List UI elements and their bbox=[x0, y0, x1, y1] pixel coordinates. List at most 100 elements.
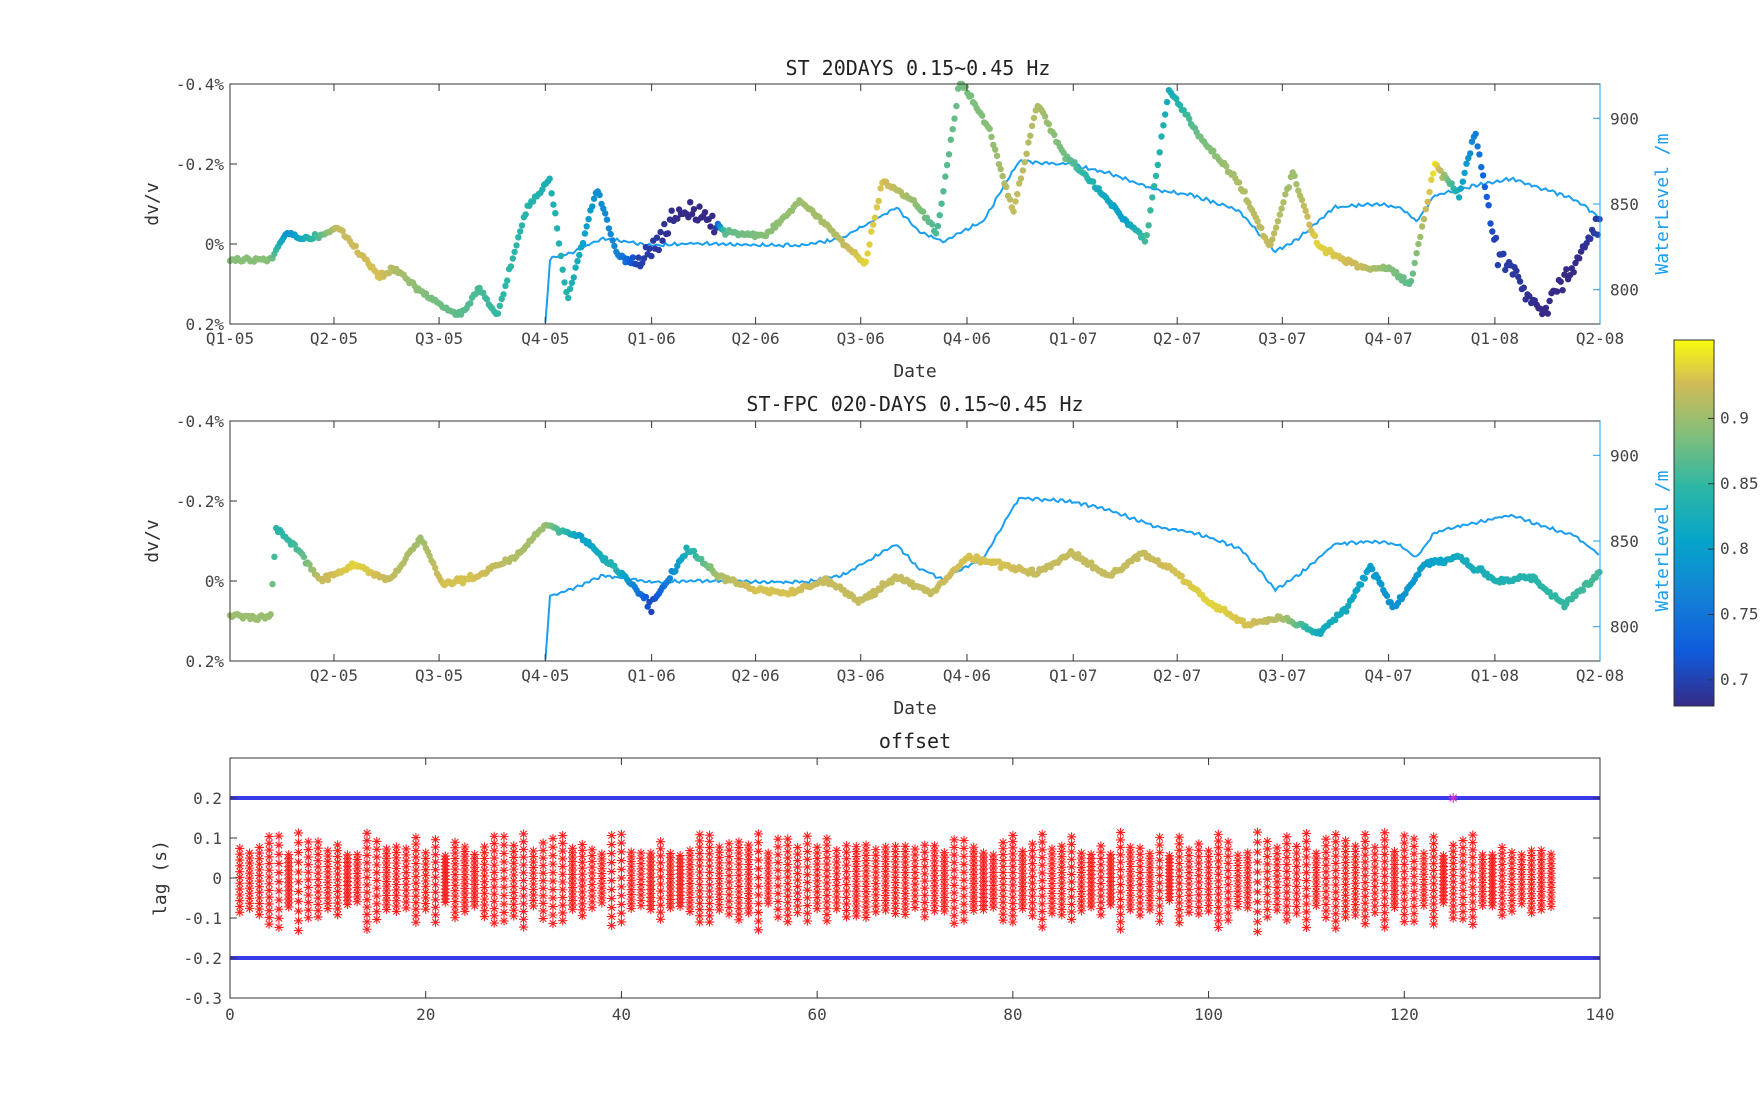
lag-point bbox=[577, 863, 587, 873]
lag-point bbox=[381, 881, 392, 891]
lag-point bbox=[1429, 919, 1439, 929]
lag-point bbox=[714, 852, 724, 863]
lag-point bbox=[274, 886, 284, 896]
lag-point bbox=[744, 869, 754, 879]
lag-point bbox=[881, 890, 891, 901]
lag-point bbox=[528, 851, 538, 862]
lag-point bbox=[1380, 871, 1390, 881]
lag-point bbox=[724, 896, 734, 906]
lag-point bbox=[783, 866, 793, 876]
lag-point bbox=[470, 849, 480, 860]
lag-point bbox=[1057, 889, 1067, 899]
lag-point bbox=[1321, 912, 1331, 923]
lag-point bbox=[724, 864, 734, 874]
lag-point bbox=[1458, 843, 1468, 853]
lag-point bbox=[832, 898, 842, 908]
lag-point bbox=[881, 905, 891, 915]
lag-point bbox=[1292, 861, 1302, 872]
lag-point bbox=[871, 873, 881, 883]
dvv-point bbox=[1311, 232, 1319, 239]
dvv-point bbox=[1272, 224, 1280, 231]
lag-point bbox=[900, 873, 910, 883]
lag-point bbox=[1360, 857, 1370, 867]
lag-point bbox=[724, 851, 734, 862]
lag-point bbox=[910, 844, 920, 854]
lag-point bbox=[1458, 857, 1468, 867]
lag-point bbox=[1008, 874, 1018, 884]
lag-point bbox=[1429, 892, 1439, 902]
lag-point bbox=[1419, 885, 1429, 895]
lag-point bbox=[1135, 873, 1145, 884]
lag-point bbox=[890, 846, 901, 857]
dvv-point bbox=[513, 242, 520, 249]
lag-point bbox=[1223, 858, 1233, 869]
dvv-point bbox=[1030, 114, 1038, 122]
lag-point bbox=[1233, 866, 1243, 876]
lag-point bbox=[1311, 877, 1321, 887]
lag-point bbox=[929, 876, 940, 886]
lag-point bbox=[313, 906, 323, 916]
lag-point bbox=[1076, 858, 1086, 868]
lag-point bbox=[1272, 877, 1282, 887]
x-tick-label: Q1-06 bbox=[628, 329, 676, 348]
lag-point bbox=[1057, 894, 1067, 904]
lag-point bbox=[509, 864, 519, 874]
lag-point bbox=[744, 888, 754, 899]
lag-point bbox=[518, 837, 529, 847]
lag-point bbox=[323, 898, 333, 908]
lag-point bbox=[890, 857, 901, 867]
lag-point bbox=[450, 913, 460, 923]
lag-point bbox=[313, 862, 323, 872]
lag-point bbox=[528, 846, 538, 856]
dvv-point bbox=[942, 173, 949, 180]
lag-point bbox=[1321, 867, 1331, 877]
lag-point bbox=[1419, 880, 1429, 890]
dvv-point bbox=[1016, 180, 1023, 187]
lag-point bbox=[636, 869, 646, 879]
dvv-points bbox=[226, 521, 1603, 638]
dvv-point bbox=[672, 567, 679, 575]
lag-point bbox=[1380, 864, 1390, 874]
lag-point bbox=[1037, 906, 1047, 917]
dvv-point bbox=[1295, 187, 1302, 194]
lag-point bbox=[734, 892, 744, 903]
lag-point bbox=[313, 868, 323, 878]
x-tick-label: 120 bbox=[1390, 1005, 1419, 1024]
lag-point bbox=[773, 912, 783, 922]
chart-title: offset bbox=[879, 729, 951, 753]
lag-point bbox=[1076, 886, 1086, 897]
lag-point bbox=[1370, 843, 1380, 853]
lag-point bbox=[744, 903, 754, 913]
lag-point bbox=[362, 858, 372, 868]
lag-point bbox=[558, 892, 568, 903]
lag-point bbox=[714, 868, 724, 878]
dvv-point bbox=[1021, 159, 1028, 166]
lag-point bbox=[1057, 846, 1067, 857]
lag-point bbox=[1292, 875, 1302, 885]
lag-point bbox=[1311, 863, 1321, 873]
lag-point bbox=[998, 903, 1008, 913]
lag-point bbox=[1429, 845, 1439, 855]
lag-point bbox=[1311, 848, 1321, 858]
dvv-point bbox=[576, 251, 583, 259]
lag-point bbox=[411, 911, 421, 921]
lag-point bbox=[1008, 830, 1018, 841]
lag-point bbox=[792, 875, 803, 885]
x-tick-label: Q4-06 bbox=[943, 329, 991, 348]
lag-point bbox=[323, 888, 333, 898]
x-tick-label: Q4-07 bbox=[1365, 666, 1413, 685]
lag-point bbox=[1350, 899, 1360, 910]
x-tick-label: Q1-06 bbox=[628, 666, 676, 685]
lag-point bbox=[235, 901, 245, 912]
lag-point bbox=[450, 843, 460, 853]
lag-point bbox=[303, 882, 313, 893]
lag-point bbox=[1115, 909, 1126, 919]
lag-point bbox=[430, 902, 441, 912]
lag-point bbox=[792, 888, 803, 898]
lag-point bbox=[1233, 886, 1243, 896]
lag-point bbox=[1262, 859, 1272, 869]
lag-point bbox=[1125, 842, 1135, 852]
lag-point bbox=[744, 850, 754, 860]
lag-point bbox=[430, 880, 441, 890]
